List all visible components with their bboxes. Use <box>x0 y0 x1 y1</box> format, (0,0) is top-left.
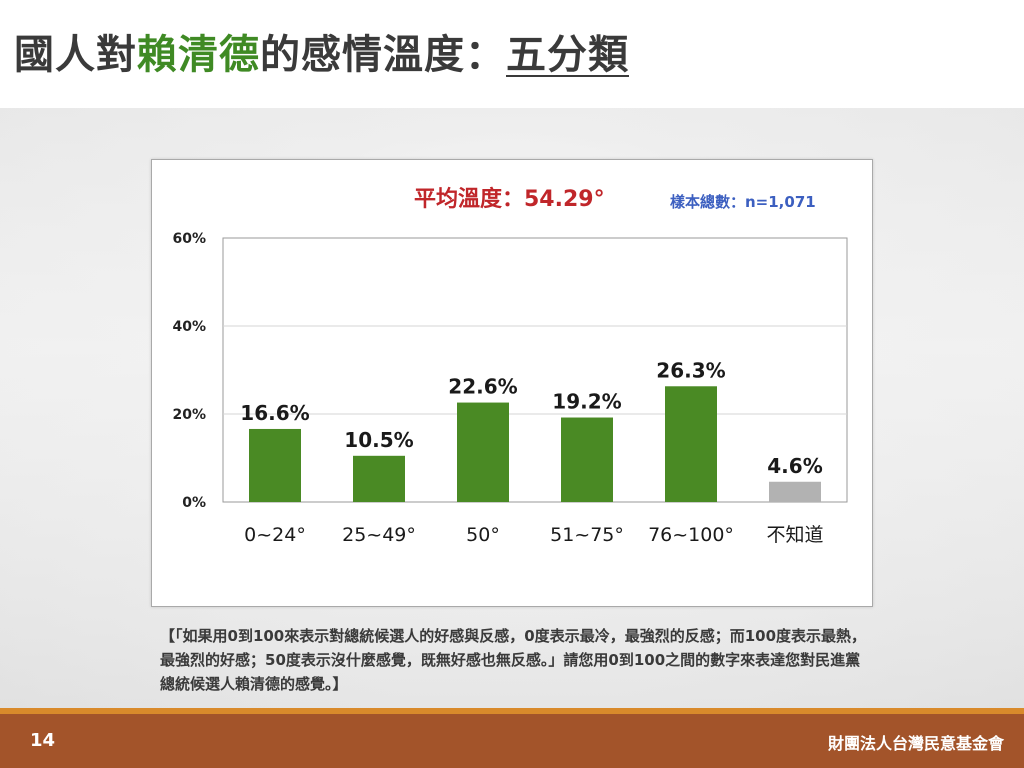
x-tick-label: 0~24° <box>244 524 306 546</box>
question-caption: 【「如果用0到100來表示對總統候選人的好感與反感，0度表示最冷，最強烈的反感；… <box>160 627 867 693</box>
title-part2: 的感情溫度： <box>260 32 506 78</box>
bar <box>665 386 717 502</box>
footer-stripe <box>0 708 1024 714</box>
data-label: 22.6% <box>448 375 517 399</box>
average-temperature: 平均溫度：54.29° <box>414 187 605 212</box>
chart-panel: 平均溫度：54.29° 樣本總數：n=1,071 0% 20% 40% 60% 16.6… <box>151 159 873 607</box>
plot-area <box>222 237 848 503</box>
data-label: 26.3% <box>656 358 725 382</box>
title-highlight: 賴清德 <box>137 32 260 78</box>
page-title: 國人對賴清德的感情溫度：五分類 <box>14 22 629 80</box>
y-tick-label: 40% <box>172 319 206 335</box>
data-label: 16.6% <box>240 401 309 425</box>
x-tick-label: 76~100° <box>648 524 734 546</box>
title-part1: 國人對 <box>14 32 137 78</box>
data-label: 4.6% <box>767 454 822 478</box>
bar <box>561 417 613 502</box>
bar <box>353 455 405 502</box>
bar-chart: 0% 20% 40% 60% 16.6% 0~24° 10.5% 25~49° 22.6% 50°… <box>172 231 848 546</box>
x-tick-label: 50° <box>466 524 500 546</box>
title-bar: 國人對賴清德的感情溫度：五分類 <box>0 0 1024 108</box>
organization-name: 財團法人台灣民意基金會 <box>827 734 1004 753</box>
x-tick-label: 25~49° <box>342 524 416 546</box>
x-tick-label: 不知道 <box>766 524 823 546</box>
y-tick-label: 0% <box>182 495 206 511</box>
title-underlined: 五分類 <box>506 32 629 78</box>
data-label: 19.2% <box>552 390 621 414</box>
data-label: 10.5% <box>344 428 413 452</box>
y-tick-label: 60% <box>172 231 206 247</box>
page-number: 14 <box>30 730 56 751</box>
bar <box>769 481 821 502</box>
bar <box>457 402 509 502</box>
y-tick-label: 20% <box>172 407 206 423</box>
x-tick-label: 51~75° <box>550 524 624 546</box>
sample-size: 樣本總數：n=1,071 <box>670 193 816 211</box>
bar <box>249 428 301 502</box>
footer: 14 財團法人台灣民意基金會 <box>0 714 1024 768</box>
